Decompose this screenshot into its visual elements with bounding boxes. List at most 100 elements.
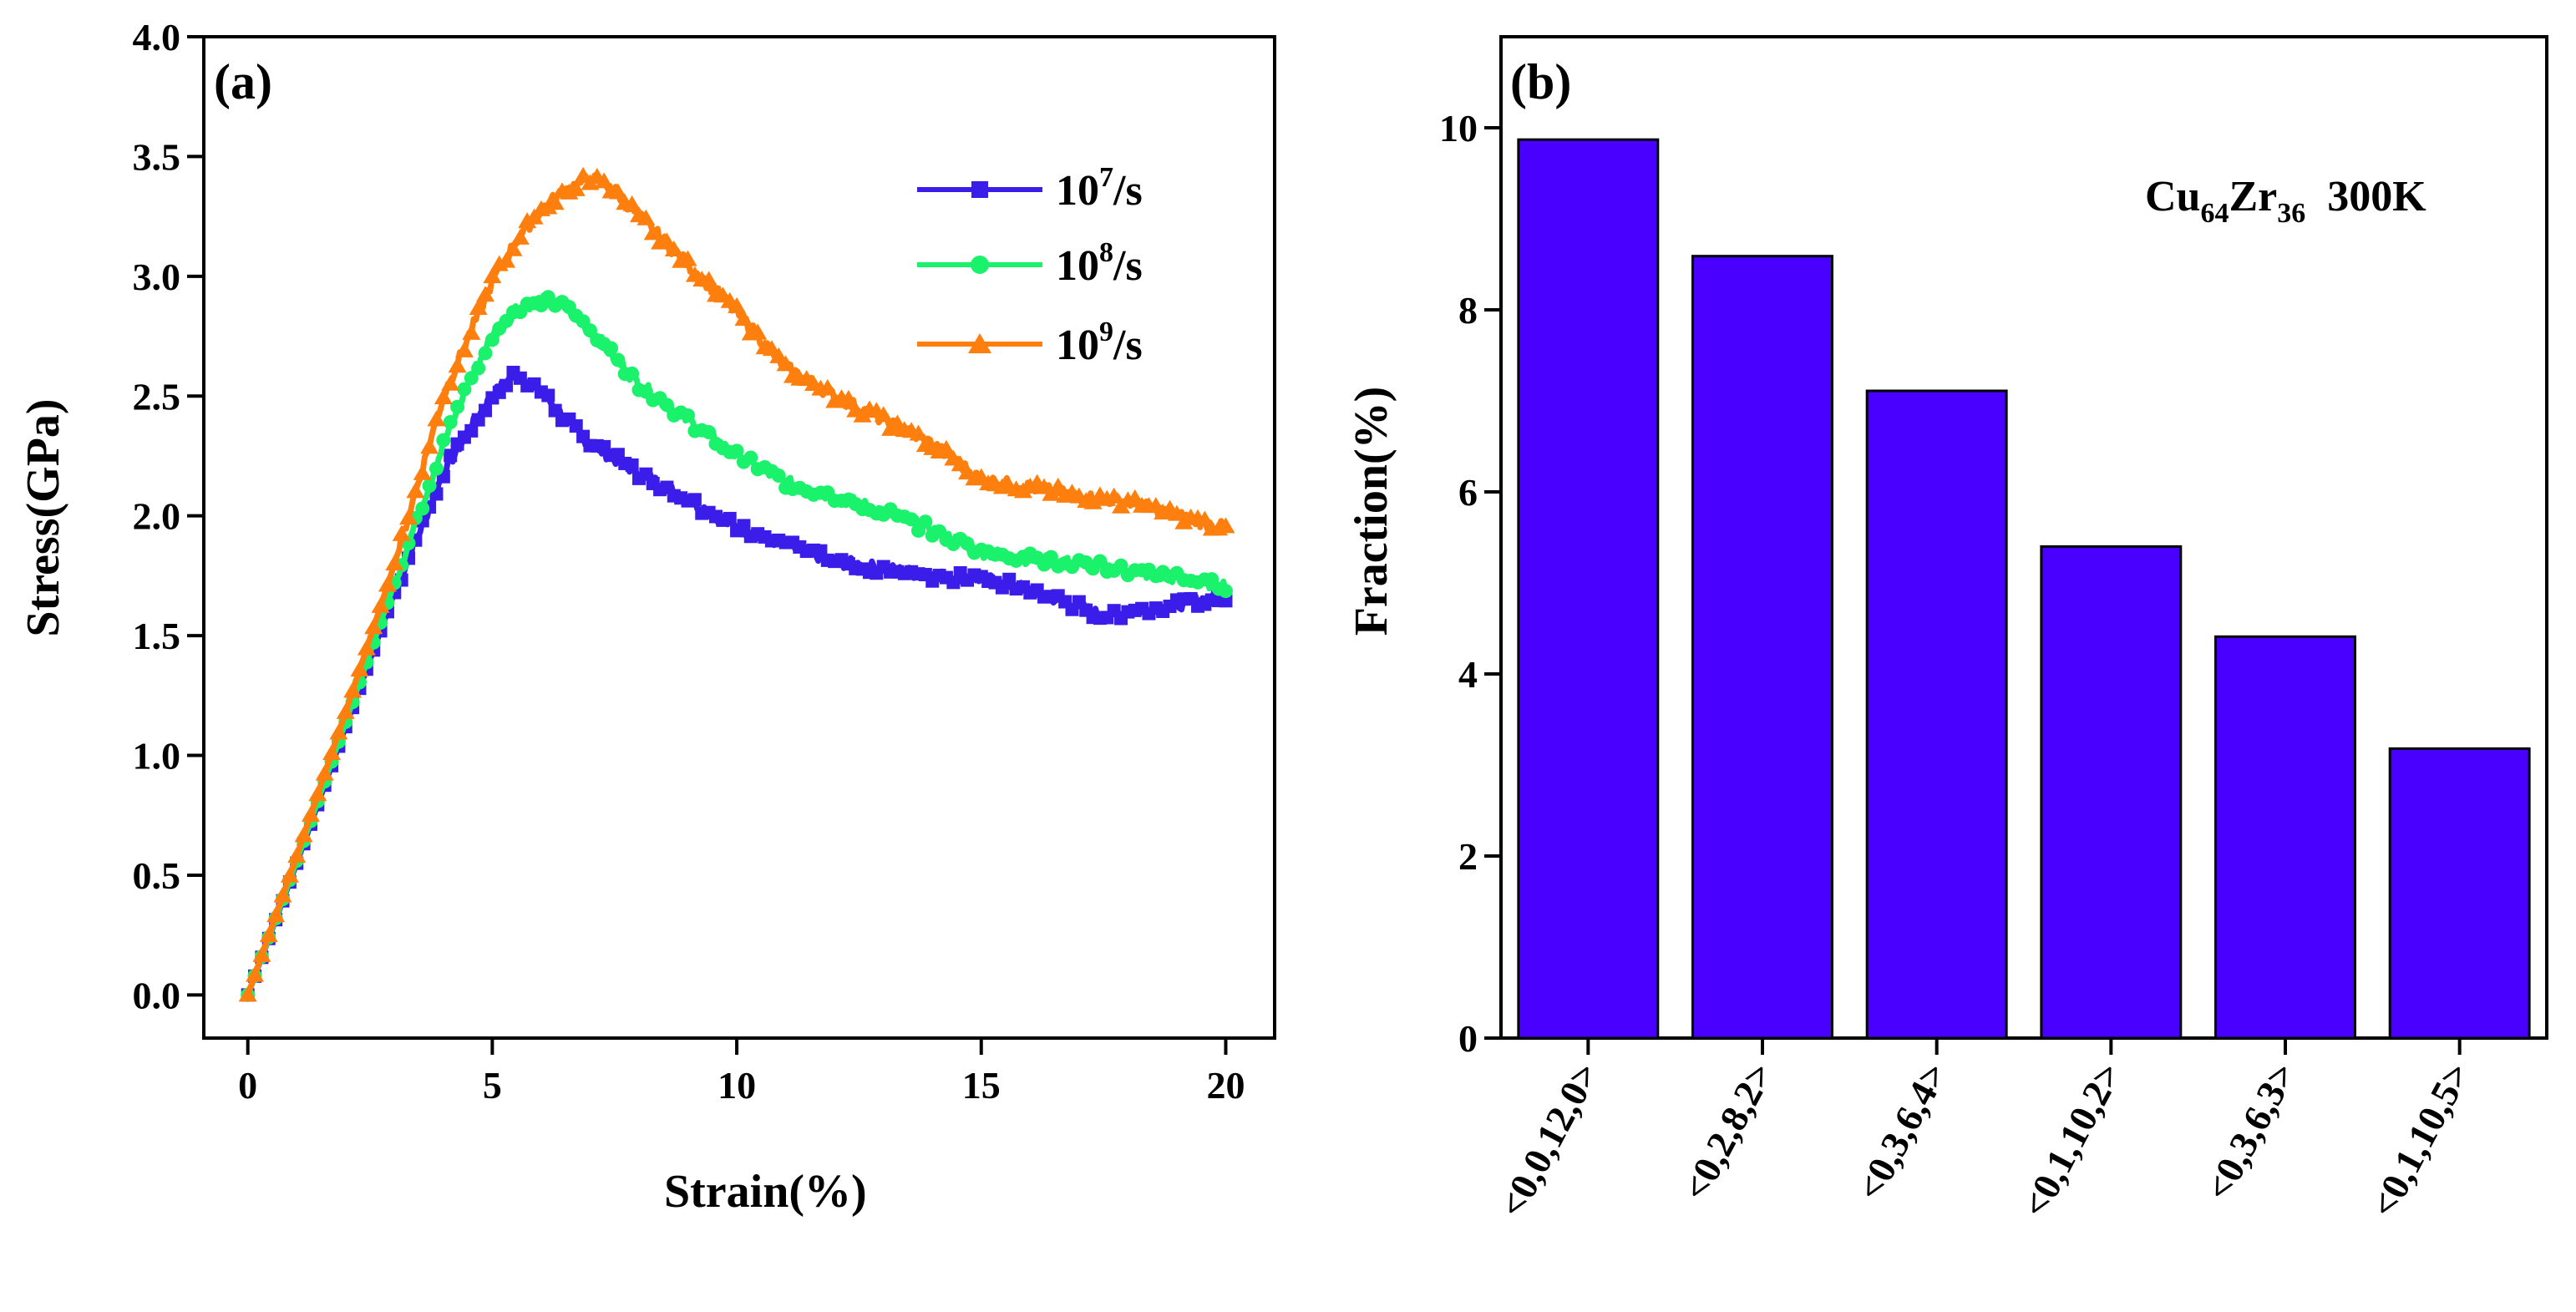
legend-marker-circle <box>971 256 989 274</box>
data-point <box>499 378 514 393</box>
legend-entry-1e8: 108/s <box>917 237 1143 290</box>
data-point <box>525 208 544 225</box>
x-tick-label: 20 <box>1206 1064 1245 1107</box>
panel-a-label: (a) <box>214 54 272 109</box>
data-point <box>625 366 640 381</box>
data-point <box>294 826 313 843</box>
data-point <box>681 408 696 423</box>
data-point <box>1104 487 1123 504</box>
y-tick-label: 2 <box>1458 835 1478 878</box>
data-point <box>776 355 795 372</box>
data-point <box>729 443 744 458</box>
data-point <box>582 323 597 338</box>
data-point <box>385 555 404 571</box>
legend-entry-1e9: 109/s <box>917 317 1143 369</box>
data-point <box>1093 554 1108 569</box>
data-point <box>364 618 383 635</box>
data-point <box>608 183 627 200</box>
data-point <box>818 378 837 395</box>
x-tick-label: <0,2,8,2> <box>1674 1056 1782 1208</box>
data-point <box>659 398 674 413</box>
data-point <box>462 323 481 340</box>
legend-label-1e9: 109/s <box>1056 317 1143 369</box>
data-point <box>427 410 446 427</box>
data-point <box>266 906 286 923</box>
data-point <box>604 341 619 356</box>
data-point <box>566 180 586 196</box>
data-point <box>636 209 656 225</box>
panel-a-plot-frame <box>202 35 1276 1040</box>
panel-a-x-axis-title: Strain(%) <box>664 1166 867 1218</box>
data-point <box>1048 477 1067 494</box>
bar <box>1865 389 2008 1040</box>
data-point <box>664 240 683 256</box>
panel-a-legend: 107/s 108/s 109/s <box>917 162 1143 369</box>
data-point <box>471 361 486 376</box>
data-point <box>497 251 516 268</box>
data-point <box>322 744 342 761</box>
data-point <box>238 985 257 1002</box>
panel-a-series-layer <box>238 166 1235 1002</box>
data-point <box>657 232 677 249</box>
data-point <box>464 371 479 386</box>
data-point <box>728 296 747 313</box>
data-point <box>308 785 327 802</box>
panel-a-y-axis: 0.0 0.5 1.0 1.5 2.0 2.5 3.0 3.5 4.0 <box>133 16 204 1016</box>
data-point <box>874 406 893 423</box>
panel-b-y-axis: 0 2 4 6 8 10 <box>1439 107 1501 1060</box>
data-point <box>357 639 376 656</box>
data-point <box>1195 510 1214 527</box>
data-point <box>504 240 523 256</box>
data-point <box>441 374 460 391</box>
data-point <box>436 433 451 448</box>
data-point <box>392 524 411 541</box>
data-point <box>406 482 425 499</box>
data-point <box>280 866 299 883</box>
data-point <box>699 271 718 287</box>
data-point <box>371 596 390 613</box>
y-tick-label: 0.0 <box>133 974 181 1016</box>
data-point <box>476 286 495 302</box>
data-point <box>611 352 626 367</box>
data-point <box>541 388 555 403</box>
y-tick-label: 6 <box>1458 471 1478 514</box>
legend-label-1e8: 108/s <box>1056 237 1143 290</box>
data-point <box>420 438 439 454</box>
series-line <box>245 292 1229 996</box>
data-point <box>469 299 488 316</box>
data-point <box>951 455 970 472</box>
bar <box>2388 747 2531 1040</box>
panel-b-composition-annotation: Cu64Zr36 300K <box>2145 173 2426 229</box>
data-point <box>448 357 467 373</box>
data-point <box>702 425 717 440</box>
data-point <box>734 310 753 327</box>
data-point <box>1216 517 1235 534</box>
data-point <box>259 926 278 943</box>
y-tick-label: 4.0 <box>133 16 181 58</box>
bar <box>2040 545 2183 1040</box>
data-point <box>1219 594 1233 608</box>
data-point <box>415 501 430 516</box>
data-point <box>336 702 355 719</box>
data-point <box>444 448 458 463</box>
data-point <box>399 509 418 525</box>
data-point <box>918 514 933 529</box>
data-point <box>343 681 363 698</box>
panel-a-stress-strain-chart: 0.0 0.5 1.0 1.5 2.0 2.5 3.0 3.5 4.0 0 5 10 15 20 (a)… <box>18 16 1276 1218</box>
series-line <box>245 368 1229 996</box>
legend-entry-1e7: 107/s <box>917 162 1143 215</box>
y-tick-label: 8 <box>1458 289 1478 332</box>
panel-b-y-axis-title: Fraction(%) <box>1346 387 1397 636</box>
data-point <box>595 172 614 189</box>
data-point <box>643 224 662 241</box>
data-point <box>287 847 307 863</box>
data-point <box>687 493 702 507</box>
legend-label-1e7: 107/s <box>1056 162 1143 215</box>
x-tick-label: 5 <box>483 1064 502 1107</box>
data-point <box>1218 584 1233 599</box>
data-point <box>748 323 768 340</box>
data-point <box>378 575 397 592</box>
data-point <box>464 423 479 438</box>
data-point <box>769 347 789 363</box>
